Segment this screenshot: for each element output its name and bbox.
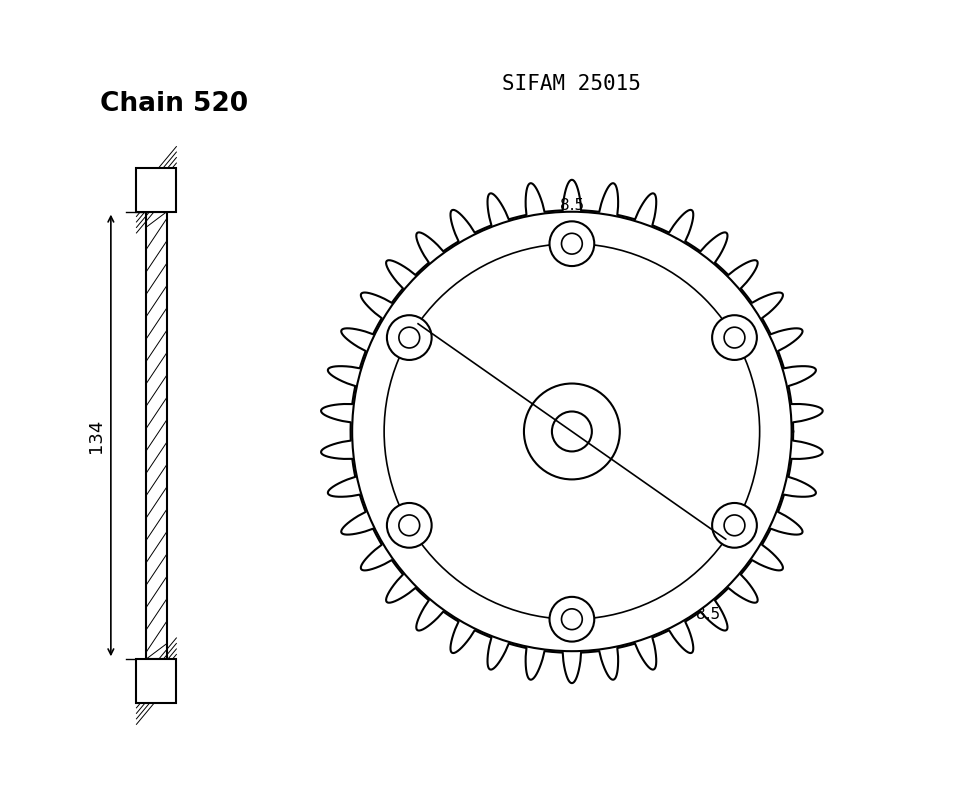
Circle shape [712, 315, 756, 360]
Circle shape [352, 212, 792, 651]
Circle shape [724, 328, 745, 348]
Circle shape [712, 503, 756, 548]
Text: 8.5: 8.5 [696, 606, 720, 622]
Circle shape [387, 503, 432, 547]
Circle shape [549, 221, 594, 266]
Circle shape [399, 327, 420, 348]
Circle shape [562, 609, 583, 630]
Circle shape [399, 515, 420, 535]
Circle shape [387, 315, 432, 360]
Circle shape [562, 233, 583, 254]
Circle shape [524, 384, 620, 479]
Text: Chain 520: Chain 520 [101, 91, 249, 117]
Bar [136, 659, 177, 703]
Text: SIFAM 25015: SIFAM 25015 [502, 74, 641, 94]
Text: 8.5: 8.5 [560, 198, 584, 213]
Circle shape [549, 597, 594, 642]
Text: 150: 150 [583, 429, 625, 450]
Circle shape [724, 515, 745, 536]
Circle shape [552, 411, 592, 451]
Text: 134: 134 [87, 418, 106, 453]
Bar [136, 168, 177, 212]
